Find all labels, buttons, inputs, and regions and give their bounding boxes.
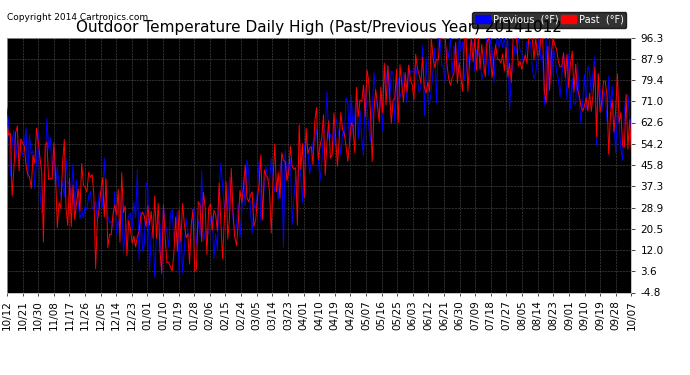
Text: Copyright 2014 Cartronics.com: Copyright 2014 Cartronics.com: [7, 13, 148, 22]
Title: Outdoor Temperature Daily High (Past/Previous Year) 20141012: Outdoor Temperature Daily High (Past/Pre…: [76, 20, 562, 35]
Legend: Previous  (°F), Past  (°F): Previous (°F), Past (°F): [472, 12, 627, 28]
